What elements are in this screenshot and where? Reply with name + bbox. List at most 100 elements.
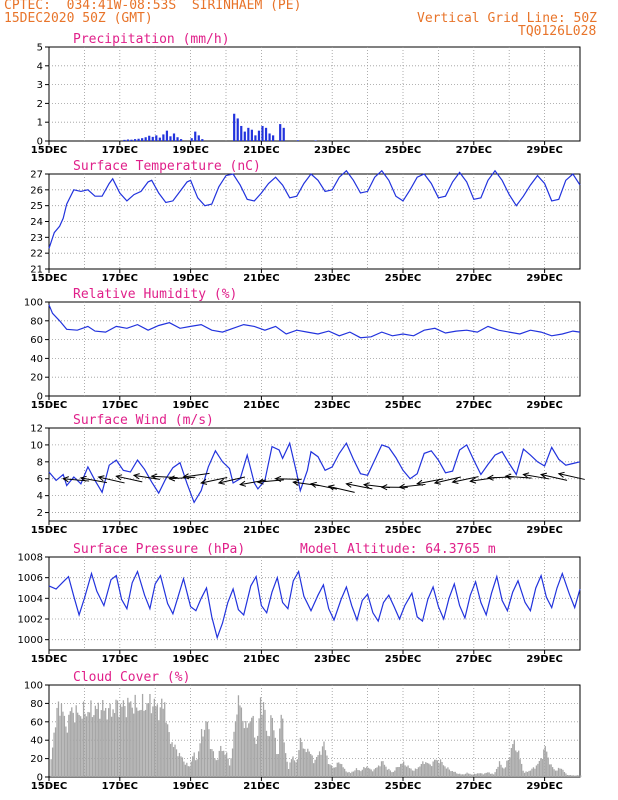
cloud-bar — [156, 704, 158, 777]
pressure-subtitle: Model Altitude: 64.3765 m — [300, 542, 496, 557]
wind-vector-head — [200, 478, 208, 485]
cloud-bar — [321, 746, 324, 777]
pressure-ytick-label: 1006 — [18, 573, 43, 584]
cloud-bar — [175, 749, 178, 777]
precipitation-xtick-label: 23DEC — [314, 145, 350, 156]
cloud-bar — [301, 742, 303, 777]
precipitation-ytick-label: 0 — [37, 137, 43, 148]
wind-xtick-label: 29DEC — [526, 525, 562, 536]
cloud-bar — [451, 770, 453, 777]
cloud-bar — [237, 695, 240, 777]
pressure-title: Surface Pressure (hPa) — [73, 542, 245, 557]
cloud-bar — [137, 710, 139, 777]
cloud-bar — [150, 713, 153, 777]
cloud-bar — [267, 735, 269, 777]
cloud-bar — [153, 698, 156, 777]
cloud-bar — [199, 743, 201, 777]
cloud-bar — [289, 762, 291, 777]
wind-ytick-label: 2 — [37, 508, 43, 519]
pressure-line — [48, 569, 581, 640]
precip-bar — [257, 130, 261, 141]
cloud-bar — [355, 768, 358, 777]
humidity-xtick-label: 15DEC — [31, 400, 67, 411]
wind-vector — [540, 474, 568, 481]
cloud-bar — [370, 769, 372, 777]
precip-bar — [197, 135, 200, 141]
cloud-bar — [128, 702, 130, 777]
cloud-bar — [181, 757, 184, 777]
cloud-bar — [506, 760, 508, 777]
cloud-bar — [171, 742, 173, 777]
precipitation-ytick-label: 5 — [37, 43, 43, 54]
precip-bar — [169, 136, 172, 141]
cloud-bar — [105, 707, 107, 777]
precipitation-ytick-label: 4 — [37, 61, 43, 72]
cloud-bar — [568, 775, 570, 777]
cloud-bar — [242, 720, 244, 777]
cloud-bar — [475, 774, 477, 777]
cloud-bar — [259, 697, 262, 777]
cloud-bar — [553, 769, 555, 777]
precipitation-xtick-label: 27DEC — [456, 145, 492, 156]
cloud-bar — [522, 770, 524, 777]
cloud-bar — [364, 768, 366, 777]
precip-bar — [201, 139, 204, 141]
wind-vector-head — [416, 479, 424, 486]
cloud-bar — [453, 771, 455, 777]
cloud-bar — [339, 763, 341, 777]
wind-ytick-label: 4 — [37, 491, 43, 502]
precipitation-xtick-label: 15DEC — [31, 145, 67, 156]
wind-vector — [201, 476, 228, 484]
precip-bar — [314, 140, 317, 141]
cloud-bar — [491, 773, 493, 777]
cloud-xtick-label: 25DEC — [385, 781, 421, 792]
cloud-bar — [282, 718, 284, 777]
cloud-bar — [66, 732, 68, 777]
cloud-bar — [81, 718, 83, 777]
cloud-bar — [467, 773, 470, 777]
cloud-bar — [307, 748, 309, 777]
humidity-line — [48, 304, 581, 339]
temperature-xtick-label: 25DEC — [385, 273, 421, 284]
cloud-bar — [283, 742, 285, 777]
cloud-bar — [72, 712, 74, 777]
cloud-bar — [109, 703, 111, 777]
cloud-bar — [255, 743, 257, 777]
cloud-bar — [398, 766, 400, 777]
cloud-bar — [317, 755, 319, 777]
precip-bar — [194, 131, 197, 141]
cloud-bar — [172, 747, 175, 777]
cloud-bar — [110, 716, 113, 777]
cloud-bar — [323, 741, 325, 777]
cloud-bar — [315, 756, 318, 777]
wind-vector — [169, 476, 196, 480]
wind-vector-head — [132, 473, 140, 480]
cloud-bar — [373, 769, 375, 777]
cloud-bar — [457, 773, 459, 777]
precipitation-ytick-label: 3 — [37, 80, 43, 91]
cloud-bar — [501, 767, 504, 777]
cloud-bar — [549, 764, 551, 777]
cloud-bar — [87, 711, 89, 777]
temperature-ytick-label: 24 — [30, 217, 43, 228]
cloud-bar — [411, 770, 414, 777]
wind-vector — [310, 483, 338, 490]
wind-vector — [452, 476, 479, 483]
cloud-bar — [444, 766, 446, 777]
cloud-xtick-label: 23DEC — [314, 781, 350, 792]
cloud-bar — [335, 767, 337, 777]
wind-vector-head — [327, 484, 335, 491]
cloud-bar — [208, 729, 210, 777]
cloud-bar — [121, 706, 123, 777]
cloud-bar — [388, 768, 390, 777]
wind-vector-head — [469, 477, 477, 484]
cloud-bar — [97, 702, 99, 777]
wind-vector — [116, 475, 143, 483]
cloud-bar — [311, 755, 313, 777]
cloud-bar — [495, 768, 498, 777]
cloud-bar — [543, 749, 545, 777]
cloud-bar — [69, 711, 71, 777]
temperature-xtick-label: 19DEC — [172, 273, 208, 284]
precipitation-xtick-label: 29DEC — [526, 145, 562, 156]
wind-xtick-label: 19DEC — [172, 525, 208, 536]
